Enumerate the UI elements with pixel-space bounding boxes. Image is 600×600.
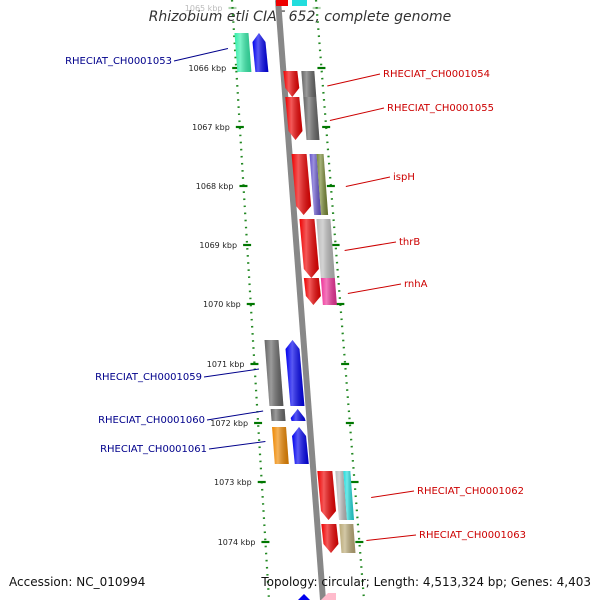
topology-text: Topology: circular; Length: 4,513,324 bp… xyxy=(261,575,591,589)
cog-block-partial xyxy=(321,593,336,600)
tick-label: 1069 kbp xyxy=(199,241,237,250)
accession-text: Accession: NC_010994 xyxy=(9,575,146,589)
sequence-backbone xyxy=(275,0,326,600)
leader-line xyxy=(371,490,415,498)
tick-label: 1065 kbp xyxy=(185,4,223,13)
gene-labels: RHECIAT_CH0001053 RHECIAT_CH0001054 RHECIA… xyxy=(65,48,526,541)
gene-RHECIAT_CH0001063[interactable] xyxy=(321,524,356,553)
gene-label[interactable]: RHECIAT_CH0001054 xyxy=(383,69,490,80)
leader-line xyxy=(206,410,264,421)
cog-block-shade xyxy=(316,154,329,215)
gene-label[interactable]: rnhA xyxy=(404,279,428,290)
cog-block-shade xyxy=(272,427,289,464)
gene-arrow-shade xyxy=(292,427,309,464)
leader-line xyxy=(344,241,397,251)
kbp-ruler: 1065 kbp 1066 kbp 1067 kbp 1068 kbp 1069 kbp… xyxy=(185,4,364,547)
gene-RHECIAT_CH0001054[interactable] xyxy=(283,71,317,97)
tick-label: 1066 kbp xyxy=(188,64,226,73)
gene-label[interactable]: thrB xyxy=(399,237,420,248)
gene-label[interactable]: RHECIAT_CH0001053 xyxy=(65,56,172,67)
cog-block-shade xyxy=(339,524,356,553)
gene-arrow-shade xyxy=(303,278,321,305)
leader-line xyxy=(345,176,391,187)
guide-dots-left xyxy=(230,0,271,600)
gene-thrB[interactable] xyxy=(299,219,335,278)
gene-arrow-shade xyxy=(283,71,300,97)
gene-arrow-shade xyxy=(252,33,269,72)
cog-block-shade xyxy=(320,278,337,305)
tick-label: 1071 kbp xyxy=(207,360,245,369)
guide-dots-right xyxy=(314,0,366,600)
leader-line xyxy=(327,73,381,87)
gene-label[interactable]: RHECIAT_CH0001062 xyxy=(417,486,524,497)
tick-label: 1074 kbp xyxy=(218,538,256,547)
cog-block-shade xyxy=(270,409,286,421)
leader-line xyxy=(208,441,266,450)
tick-label: 1070 kbp xyxy=(203,300,241,309)
gene-RHECIAT_CH0001059[interactable] xyxy=(264,340,305,406)
gene-RHECIAT_CH0001055[interactable] xyxy=(285,97,320,140)
map-title: Rhizobium etli CIAT 652, complete genome xyxy=(148,9,452,25)
gene-RHECIAT_CH0001061[interactable] xyxy=(272,427,309,464)
tick-label: 1068 kbp xyxy=(196,182,234,191)
cog-block-shade xyxy=(335,471,347,520)
leader-line xyxy=(366,534,417,541)
cog-block-shade xyxy=(234,33,252,72)
gene-arrow-shade xyxy=(290,409,306,421)
cog-block-shade xyxy=(301,71,317,97)
cog-block-shade xyxy=(316,219,335,278)
gene-label[interactable]: RHECIAT_CH0001060 xyxy=(98,415,205,426)
cog-block-shade xyxy=(309,154,322,215)
gene-RHECIAT_CH0001053[interactable] xyxy=(234,33,269,72)
cog-block-shade xyxy=(343,471,354,520)
leader-line xyxy=(347,283,402,294)
gene-arrow-shade xyxy=(291,154,312,215)
gene-label[interactable]: ispH xyxy=(393,172,415,183)
gene-label[interactable]: RHECIAT_CH0001059 xyxy=(95,372,202,383)
tick-label: 1072 kbp xyxy=(210,419,248,428)
gene-rnhA[interactable] xyxy=(303,278,337,305)
cog-block-partial xyxy=(292,0,307,6)
gene-label[interactable]: RHECIAT_CH0001055 xyxy=(387,103,494,114)
tick-label: 1067 kbp xyxy=(192,123,230,132)
gene-arrow-shade xyxy=(317,471,336,520)
gene-arrow-partial xyxy=(276,0,288,6)
gene-arrow-partial xyxy=(298,594,310,600)
leader-line xyxy=(329,107,385,121)
gene-arrow-shade xyxy=(285,97,303,140)
backbone-line xyxy=(275,0,326,600)
gene-track xyxy=(234,0,356,600)
leader-line xyxy=(203,368,260,378)
gene-RHECIAT_CH0001062[interactable] xyxy=(317,471,354,520)
cog-block-shade xyxy=(303,97,320,140)
gene-arrow-shade xyxy=(285,340,305,406)
gene-label[interactable]: RHECIAT_CH0001061 xyxy=(100,444,207,455)
gene-label[interactable]: RHECIAT_CH0001063 xyxy=(419,530,526,541)
gene-ispH[interactable] xyxy=(291,154,329,215)
gene-arrow-shade xyxy=(299,219,319,278)
gc-skew-dots xyxy=(230,0,366,600)
leader-line xyxy=(173,48,229,62)
gene-arrow-shade xyxy=(321,524,339,553)
cog-block-shade xyxy=(264,340,284,406)
tick-label: 1073 kbp xyxy=(214,478,252,487)
gene-RHECIAT_CH0001060[interactable] xyxy=(270,409,306,421)
